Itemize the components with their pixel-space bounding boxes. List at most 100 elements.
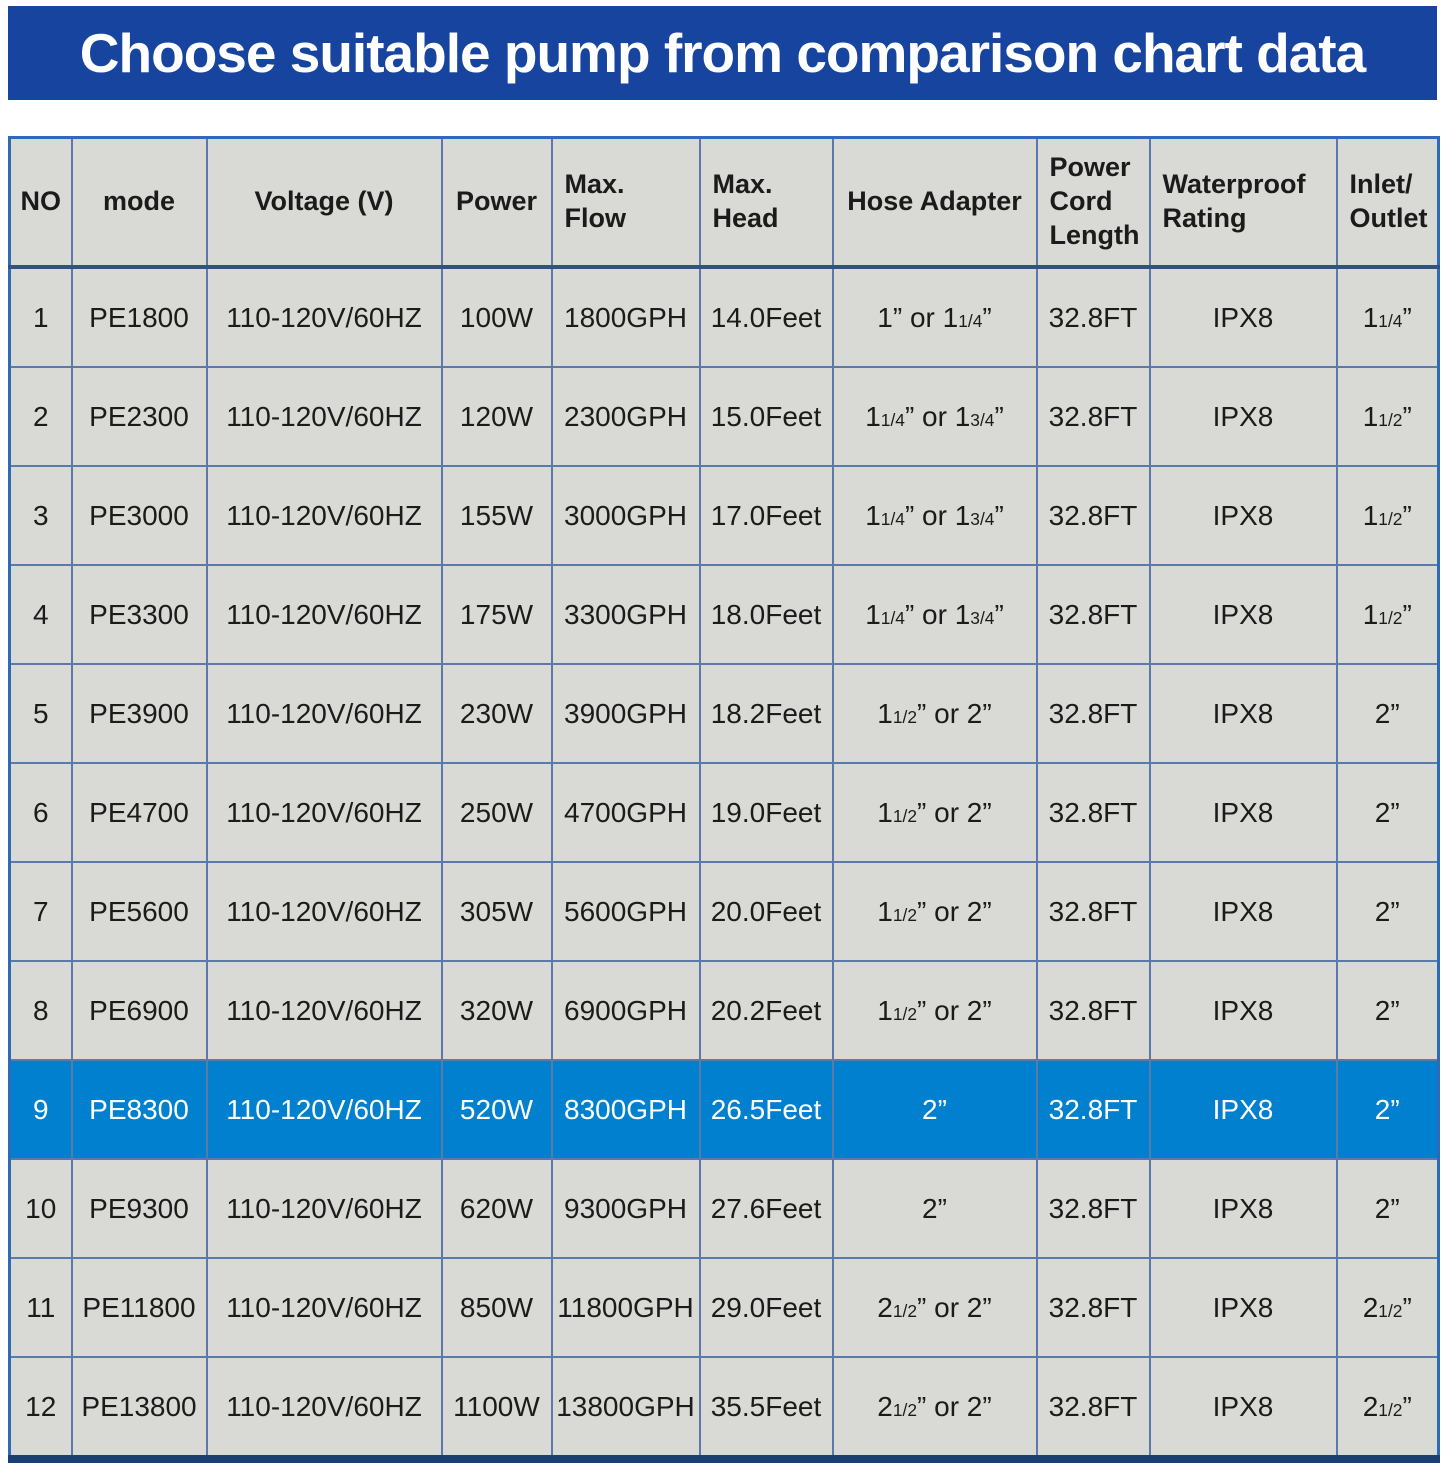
cell-mode: PE1800	[70, 266, 208, 368]
cell-power: 850W	[440, 1257, 553, 1358]
cell-voltage: 110-120V/60HZ	[205, 366, 443, 467]
cell-inlet-outlet: 2”	[1335, 663, 1440, 764]
cell-power: 305W	[440, 861, 553, 962]
cell-mode: PE5600	[70, 861, 208, 962]
cell-power-cord-length: 32.8FT	[1035, 663, 1151, 764]
column-header-max-head: Max. Head	[698, 136, 834, 269]
cell-hose-adapter: 11/4” or 13/4”	[831, 465, 1038, 566]
cell-mode: PE4700	[70, 762, 208, 863]
cell-voltage: 110-120V/60HZ	[205, 663, 443, 764]
cell-max-head: 18.2Feet	[698, 663, 834, 764]
cell-power-cord-length: 32.8FT	[1035, 366, 1151, 467]
cell-max-flow: 3300GPH	[550, 564, 701, 665]
cell-waterproof-rating: IPX8	[1148, 762, 1338, 863]
cell-max-head: 20.2Feet	[698, 960, 834, 1061]
cell-mode: PE6900	[70, 960, 208, 1061]
cell-mode: PE3900	[70, 663, 208, 764]
table-row: 2 PE2300 110-120V/60HZ 120W 2300GPH 15.0Feet 1…	[8, 366, 1440, 467]
cell-max-head: 17.0Feet	[698, 465, 834, 566]
cell-no: 9	[8, 1059, 73, 1160]
pump-comparison-table: NO mode Voltage (V) Power Max. Flow Max. Head…	[8, 136, 1440, 1463]
cell-inlet-outlet: 21/2”	[1335, 1257, 1440, 1358]
cell-inlet-outlet: 2”	[1335, 1059, 1440, 1160]
cell-hose-adapter: 11/4” or 13/4”	[831, 366, 1038, 467]
cell-inlet-outlet: 11/2”	[1335, 564, 1440, 665]
cell-power-cord-length: 32.8FT	[1035, 1059, 1151, 1160]
cell-hose-adapter: 11/4” or 13/4”	[831, 564, 1038, 665]
cell-mode: PE13800	[70, 1356, 208, 1460]
cell-inlet-outlet: 11/2”	[1335, 465, 1440, 566]
cell-mode: PE3300	[70, 564, 208, 665]
cell-waterproof-rating: IPX8	[1148, 861, 1338, 962]
cell-hose-adapter: 11/2” or 2”	[831, 861, 1038, 962]
cell-power: 230W	[440, 663, 553, 764]
table-row: 7 PE5600 110-120V/60HZ 305W 5600GPH 20.0Feet 1…	[8, 861, 1440, 962]
table-header-row: NO mode Voltage (V) Power Max. Flow Max. Head…	[8, 136, 1440, 269]
cell-no: 12	[8, 1356, 73, 1460]
table-row: 8 PE6900 110-120V/60HZ 320W 6900GPH 20.2Feet 1…	[8, 960, 1440, 1061]
cell-power: 155W	[440, 465, 553, 566]
column-header-power: Power	[440, 136, 553, 269]
cell-max-head: 29.0Feet	[698, 1257, 834, 1358]
cell-hose-adapter: 21/2” or 2”	[831, 1356, 1038, 1460]
column-header-max-flow: Max. Flow	[550, 136, 701, 269]
cell-waterproof-rating: IPX8	[1148, 1356, 1338, 1460]
cell-max-head: 20.0Feet	[698, 861, 834, 962]
title-banner: Choose suitable pump from comparison cha…	[8, 6, 1437, 100]
cell-power: 100W	[440, 266, 553, 368]
cell-power-cord-length: 32.8FT	[1035, 861, 1151, 962]
cell-inlet-outlet: 2”	[1335, 861, 1440, 962]
cell-waterproof-rating: IPX8	[1148, 1158, 1338, 1259]
cell-max-flow: 8300GPH	[550, 1059, 701, 1160]
column-header-waterproof-rating: Waterproof Rating	[1148, 136, 1338, 269]
cell-voltage: 110-120V/60HZ	[205, 762, 443, 863]
cell-max-flow: 13800GPH	[550, 1356, 701, 1460]
cell-waterproof-rating: IPX8	[1148, 465, 1338, 566]
cell-power-cord-length: 32.8FT	[1035, 1158, 1151, 1259]
cell-power-cord-length: 32.8FT	[1035, 266, 1151, 368]
cell-power-cord-length: 32.8FT	[1035, 1356, 1151, 1460]
cell-mode: PE8300	[70, 1059, 208, 1160]
cell-voltage: 110-120V/60HZ	[205, 960, 443, 1061]
table-row: 1 PE1800 110-120V/60HZ 100W 1800GPH 14.0Feet 1…	[8, 266, 1440, 368]
cell-power-cord-length: 32.8FT	[1035, 762, 1151, 863]
cell-max-flow: 9300GPH	[550, 1158, 701, 1259]
column-header-inlet-outlet: Inlet/ Outlet	[1335, 136, 1440, 269]
cell-no: 10	[8, 1158, 73, 1259]
table-row: 12 PE13800 110-120V/60HZ 1100W 13800GPH 35.5F…	[8, 1356, 1440, 1460]
cell-hose-adapter: 21/2” or 2”	[831, 1257, 1038, 1358]
cell-power-cord-length: 32.8FT	[1035, 564, 1151, 665]
cell-waterproof-rating: IPX8	[1148, 266, 1338, 368]
cell-voltage: 110-120V/60HZ	[205, 266, 443, 368]
cell-inlet-outlet: 2”	[1335, 960, 1440, 1061]
cell-hose-adapter: 11/2” or 2”	[831, 960, 1038, 1061]
cell-no: 3	[8, 465, 73, 566]
table-body: 1 PE1800 110-120V/60HZ 100W 1800GPH 14.0Feet 1…	[8, 266, 1440, 1460]
cell-inlet-outlet: 11/4”	[1335, 266, 1440, 368]
cell-waterproof-rating: IPX8	[1148, 960, 1338, 1061]
cell-power: 175W	[440, 564, 553, 665]
table-row: 10 PE9300 110-120V/60HZ 620W 9300GPH 27.6Feet…	[8, 1158, 1440, 1259]
table-row: 6 PE4700 110-120V/60HZ 250W 4700GPH 19.0Feet 1…	[8, 762, 1440, 863]
cell-max-flow: 2300GPH	[550, 366, 701, 467]
cell-no: 7	[8, 861, 73, 962]
cell-mode: PE2300	[70, 366, 208, 467]
table-row: 3 PE3000 110-120V/60HZ 155W 3000GPH 17.0Feet 1…	[8, 465, 1440, 566]
cell-no: 8	[8, 960, 73, 1061]
cell-waterproof-rating: IPX8	[1148, 1257, 1338, 1358]
cell-voltage: 110-120V/60HZ	[205, 1356, 443, 1460]
cell-waterproof-rating: IPX8	[1148, 663, 1338, 764]
cell-voltage: 110-120V/60HZ	[205, 1257, 443, 1358]
cell-max-flow: 11800GPH	[550, 1257, 701, 1358]
cell-max-head: 18.0Feet	[698, 564, 834, 665]
cell-hose-adapter: 1” or 11/4”	[831, 266, 1038, 368]
table-row: 9 PE8300 110-120V/60HZ 520W 8300GPH 26.5Feet 2…	[8, 1059, 1440, 1160]
cell-max-head: 35.5Feet	[698, 1356, 834, 1460]
cell-no: 1	[8, 266, 73, 368]
cell-hose-adapter: 2”	[831, 1059, 1038, 1160]
pump-comparison-table-wrap: NO mode Voltage (V) Power Max. Flow Max. Head…	[8, 136, 1440, 1463]
cell-power: 520W	[440, 1059, 553, 1160]
cell-mode: PE11800	[70, 1257, 208, 1358]
cell-waterproof-rating: IPX8	[1148, 1059, 1338, 1160]
column-header-mode: mode	[70, 136, 208, 269]
